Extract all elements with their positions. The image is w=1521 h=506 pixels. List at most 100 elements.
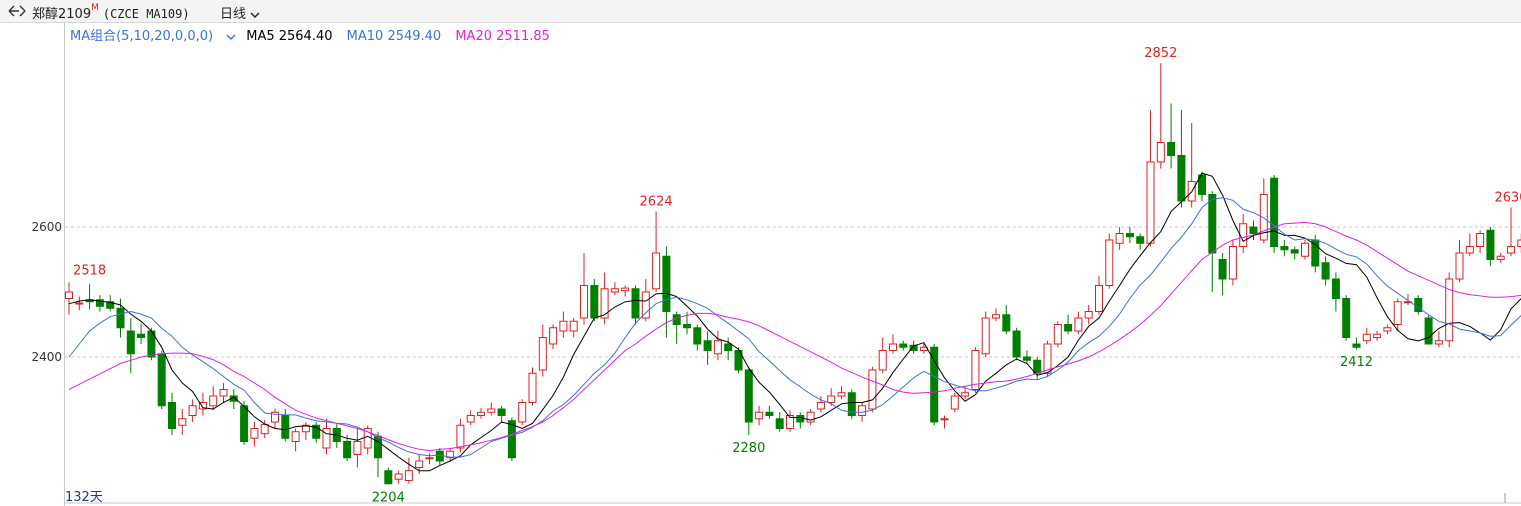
candle-down	[1352, 343, 1361, 348]
candle-down	[312, 424, 321, 439]
candle-down	[1270, 177, 1279, 247]
candle-up	[301, 424, 310, 433]
candle-down	[744, 369, 753, 423]
candle-up	[549, 327, 558, 345]
candle-up	[219, 389, 228, 397]
candle-up	[1496, 255, 1505, 260]
candle-down	[930, 346, 939, 423]
candle-down	[631, 288, 640, 319]
candle-up	[1465, 246, 1474, 254]
ma-legend: MA组合(5,10,20,0,0,0) MA5 2564.40 MA10 254…	[70, 25, 560, 44]
candle-up	[1095, 285, 1103, 312]
ma20-line	[68, 221, 1521, 452]
candle-down	[507, 420, 516, 459]
candle-down	[847, 392, 856, 416]
candle-down	[1033, 359, 1042, 374]
candle-up	[425, 457, 434, 460]
candle-up	[806, 411, 815, 423]
candle-up	[786, 415, 794, 429]
candle-up	[1455, 252, 1464, 280]
y-tick-label: 2400	[31, 350, 62, 364]
candle-up	[1053, 324, 1062, 345]
candle-down	[1280, 246, 1289, 251]
candle-up	[1393, 301, 1402, 325]
candle-up	[868, 369, 877, 410]
ma10-legend: MA10 2549.40	[346, 29, 442, 44]
chevron-down-icon	[250, 11, 260, 18]
candle-up	[1146, 161, 1155, 244]
period-selector[interactable]: 日线	[220, 3, 260, 22]
candle-down	[662, 255, 671, 312]
ma5-line	[68, 172, 1521, 472]
candle-down	[1012, 330, 1021, 358]
ma-group-selector[interactable]: MA组合(5,10,20,0,0,0)	[70, 29, 236, 44]
ma-group-label: MA组合(5,10,20,0,0,0)	[70, 29, 214, 44]
candle-down	[497, 408, 506, 416]
y-tick-label: 2600	[31, 220, 62, 234]
candle-down	[765, 411, 774, 416]
candle-up	[981, 317, 990, 355]
candle-up	[1228, 246, 1237, 280]
high-price-label: 2624	[640, 194, 673, 209]
candle-up	[1434, 340, 1443, 345]
candle-down	[1311, 239, 1320, 267]
back-arrow-icon[interactable]	[6, 3, 28, 19]
candle-down	[909, 344, 918, 351]
candle-down	[703, 340, 712, 351]
candle-up	[322, 428, 331, 449]
candle-up	[600, 288, 609, 319]
candle-up	[394, 473, 403, 480]
candle-down	[1321, 262, 1330, 280]
candle-down	[683, 324, 691, 329]
chart-header: 郑醇2109M (CZCE MA109) 日线	[0, 0, 1521, 23]
candle-down	[775, 418, 784, 429]
high-price-label: 2518	[73, 263, 106, 278]
candle-up	[1084, 311, 1093, 319]
candle-down	[106, 301, 115, 309]
candle-down	[724, 343, 733, 351]
candle-up	[353, 441, 362, 455]
candle-up	[971, 350, 980, 390]
candle-up	[528, 372, 537, 403]
candle-down	[281, 415, 290, 439]
candle-down	[95, 299, 104, 307]
candle-up	[446, 450, 455, 459]
candle-up	[961, 392, 970, 397]
candle-up	[858, 405, 867, 416]
candle-up	[291, 431, 300, 442]
candle-up	[816, 402, 825, 410]
candle-up	[260, 424, 269, 435]
candle-up	[1373, 333, 1382, 338]
candle-up	[940, 418, 949, 421]
candle-up	[250, 428, 259, 439]
candle-down	[1125, 233, 1134, 238]
candle-down	[796, 415, 805, 423]
ma10-line	[68, 197, 1521, 458]
candle-up	[755, 411, 764, 420]
candle-down	[1167, 142, 1176, 156]
candle-down	[1064, 324, 1073, 332]
candle-up	[950, 395, 959, 410]
period-label: 日线	[220, 7, 247, 22]
candle-up	[652, 252, 661, 290]
candle-down	[435, 450, 444, 462]
candle-down	[374, 435, 382, 459]
candle-up	[1517, 239, 1521, 247]
candle-up	[1043, 343, 1052, 374]
candle-down	[899, 343, 908, 348]
candle-down	[1136, 236, 1145, 244]
symbol-title: 郑醇2109M (CZCE MA109)	[32, 3, 190, 22]
candle-up	[487, 408, 496, 413]
candle-up	[477, 411, 485, 416]
candle-up	[641, 291, 650, 319]
candle-up	[415, 460, 424, 468]
candle-up	[1259, 194, 1268, 241]
candle-down	[1002, 314, 1011, 332]
candle-up	[1476, 233, 1485, 247]
chevron-down-icon	[226, 34, 236, 40]
candle-down	[1177, 155, 1186, 202]
candle-down	[384, 470, 393, 485]
candle-up	[198, 402, 207, 410]
candle-down	[1424, 317, 1433, 345]
